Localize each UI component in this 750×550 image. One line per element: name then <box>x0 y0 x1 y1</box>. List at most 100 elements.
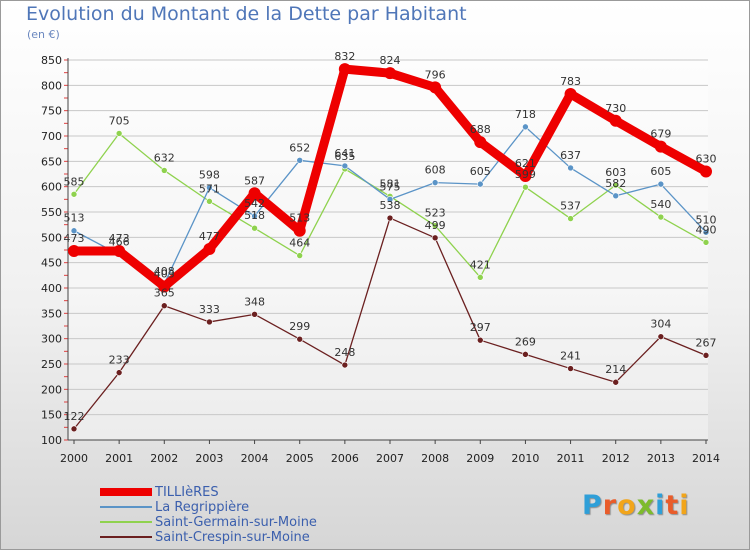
y-tick-label: 800 <box>41 79 62 92</box>
legend-label: Saint-Crespin-sur-Moine <box>155 530 310 545</box>
grid-lines <box>68 58 708 441</box>
y-tick-label: 350 <box>41 307 62 320</box>
x-tick-label: 2000 <box>60 452 88 465</box>
data-label: 630 <box>696 152 717 165</box>
logo-letter: r <box>602 490 618 521</box>
data-label: 408 <box>154 265 175 278</box>
data-point <box>296 157 304 164</box>
logo-letter: t <box>665 490 680 521</box>
data-label: 538 <box>380 199 401 212</box>
y-tick-label: 750 <box>41 105 62 118</box>
data-label: 679 <box>650 128 671 141</box>
data-label: 523 <box>425 207 446 220</box>
data-point <box>702 352 710 359</box>
data-label: 575 <box>380 180 401 193</box>
axes: 100 150 200 250 300 350 400 450 500 550 600 650 700 7… <box>41 54 720 465</box>
data-point <box>70 227 78 235</box>
data-point <box>431 222 439 229</box>
data-label: 608 <box>425 164 446 177</box>
x-tick-label: 2012 <box>602 452 630 465</box>
x-tick-label: 2011 <box>557 452 585 465</box>
data-label: 582 <box>605 177 626 190</box>
y-tick-label: 400 <box>41 282 62 295</box>
data-label: 513 <box>289 212 310 225</box>
data-point <box>206 198 213 205</box>
logo-letter: i <box>679 490 690 521</box>
data-point <box>386 196 394 203</box>
data-label: 635 <box>334 150 355 163</box>
data-label: 473 <box>64 232 85 245</box>
data-label: 542 <box>244 197 265 210</box>
data-label: 537 <box>560 200 581 213</box>
logo-letter: i <box>655 490 666 521</box>
legend-swatch <box>100 521 152 523</box>
data-label: 652 <box>289 141 310 154</box>
data-label: 621 <box>515 157 536 170</box>
data-point <box>251 311 258 318</box>
data-label: 490 <box>696 223 717 236</box>
data-point <box>702 239 710 246</box>
x-tick-label: 2005 <box>286 452 314 465</box>
data-point <box>654 140 667 153</box>
proxiti-logo: Proxiti <box>582 490 690 521</box>
data-point <box>203 242 216 255</box>
y-tick-label: 650 <box>41 155 62 168</box>
data-label: 605 <box>650 165 671 178</box>
data-point <box>160 302 168 310</box>
x-tick-label: 2010 <box>511 452 539 465</box>
data-label: 632 <box>154 151 175 164</box>
data-label: 267 <box>696 336 717 349</box>
y-tick-label: 600 <box>41 181 62 194</box>
legend-swatch <box>100 506 152 508</box>
data-label: 518 <box>244 209 265 222</box>
data-label: 499 <box>425 219 446 232</box>
data-point <box>115 369 123 376</box>
data-point <box>248 187 261 200</box>
data-point <box>296 335 304 343</box>
x-tick-label: 2008 <box>421 452 449 465</box>
data-label: 473 <box>109 232 130 245</box>
data-point <box>519 170 532 183</box>
data-point <box>700 165 712 178</box>
data-label: 540 <box>650 198 671 211</box>
data-point <box>251 224 258 232</box>
data-label: 598 <box>199 169 220 182</box>
data-label: 603 <box>605 166 626 179</box>
data-label: 241 <box>560 350 581 363</box>
data-label: 466 <box>109 236 130 249</box>
data-point <box>206 184 213 191</box>
data-point <box>429 81 442 94</box>
y-tick-label: 200 <box>41 383 62 396</box>
plot-area <box>68 58 708 440</box>
data-point <box>476 180 484 188</box>
data-point <box>567 215 574 222</box>
data-point <box>341 162 349 170</box>
x-tick-label: 2002 <box>150 452 178 465</box>
data-point <box>567 365 574 372</box>
data-label: 403 <box>154 267 175 280</box>
data-point <box>431 234 439 242</box>
data-label: 421 <box>470 258 491 271</box>
data-label: 365 <box>154 287 175 300</box>
data-point <box>158 280 171 293</box>
data-label: 705 <box>109 114 130 127</box>
data-point <box>293 224 306 237</box>
data-point <box>341 361 349 369</box>
logo-letter: x <box>636 490 656 521</box>
data-label: 297 <box>470 321 491 334</box>
data-label: 122 <box>64 410 85 423</box>
data-label: 832 <box>334 50 355 63</box>
data-label: 510 <box>696 213 717 226</box>
data-label: 637 <box>560 149 581 162</box>
data-label: 718 <box>515 108 536 121</box>
y-tick-label: 850 <box>41 54 62 67</box>
data-label: 248 <box>334 346 355 359</box>
x-tick-label: 2007 <box>376 452 404 465</box>
y-tick-label: 550 <box>41 206 62 219</box>
data-point <box>70 425 78 433</box>
data-point <box>702 228 710 236</box>
data-label: 783 <box>560 75 581 88</box>
data-point <box>474 136 487 149</box>
data-labels: 473 473 403 477 587 513 832 824 796 688 621 783 730 6… <box>64 50 717 423</box>
x-tick-label: 2001 <box>105 452 133 465</box>
